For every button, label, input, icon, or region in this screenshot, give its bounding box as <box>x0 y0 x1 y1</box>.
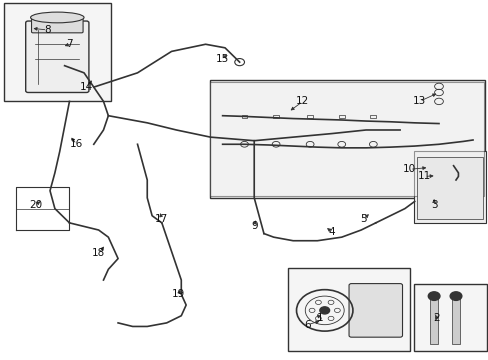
Text: 7: 7 <box>66 39 73 49</box>
Bar <box>241 114 247 118</box>
Text: 13: 13 <box>412 96 426 107</box>
Text: 4: 4 <box>328 227 335 237</box>
Bar <box>451 294 459 344</box>
Bar <box>287 267 409 351</box>
Text: 18: 18 <box>92 248 105 258</box>
Text: 15: 15 <box>216 54 229 64</box>
Bar <box>338 114 344 118</box>
FancyBboxPatch shape <box>26 21 89 93</box>
Bar <box>413 284 486 351</box>
Bar <box>4 3 111 102</box>
FancyBboxPatch shape <box>348 284 402 337</box>
Text: 11: 11 <box>417 171 430 181</box>
Bar <box>210 80 484 198</box>
Text: 3: 3 <box>430 200 437 210</box>
Bar <box>429 294 437 344</box>
Text: 8: 8 <box>44 25 51 35</box>
Circle shape <box>427 292 439 300</box>
Text: 1: 1 <box>316 312 323 323</box>
Text: 17: 17 <box>155 214 168 224</box>
Text: 20: 20 <box>29 200 42 210</box>
Polygon shape <box>210 82 483 196</box>
Text: 2: 2 <box>432 312 439 323</box>
Bar <box>413 152 485 223</box>
Bar <box>416 157 482 219</box>
Bar <box>306 114 312 118</box>
Text: 14: 14 <box>80 82 93 92</box>
Text: 10: 10 <box>403 164 415 174</box>
Text: 5: 5 <box>360 214 366 224</box>
Ellipse shape <box>30 12 84 23</box>
FancyBboxPatch shape <box>31 17 83 33</box>
Circle shape <box>319 307 329 314</box>
Bar <box>273 114 279 118</box>
Bar <box>370 114 375 118</box>
Text: 16: 16 <box>70 139 83 149</box>
Text: 12: 12 <box>296 96 309 107</box>
Text: 6: 6 <box>304 320 310 330</box>
Text: 19: 19 <box>172 289 185 299</box>
Circle shape <box>449 292 461 300</box>
Text: 9: 9 <box>250 221 257 231</box>
